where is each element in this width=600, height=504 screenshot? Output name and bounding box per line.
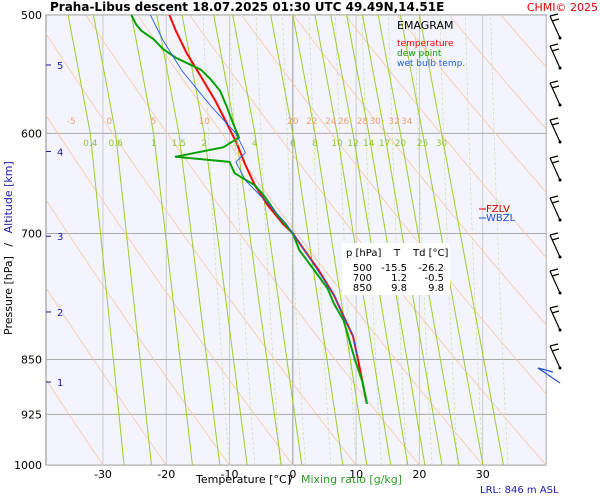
mixing-ratio-label: 14 xyxy=(363,139,375,149)
x-tick-label: 30 xyxy=(476,468,490,481)
wind-barb-flag xyxy=(552,19,559,21)
wind-barb-dot xyxy=(559,367,562,370)
mixing-ratio-label: 1.5 xyxy=(172,139,186,149)
wind-barb-flag xyxy=(552,311,559,313)
wind-barb-flag xyxy=(550,233,558,235)
y-tick-label: 700 xyxy=(21,227,42,240)
svg-text:Pressure [hPa] / A: Pressure [hPa] / Altitude [km] xyxy=(2,161,15,335)
copyright-text: CHMI© 2025 xyxy=(527,1,598,14)
wind-barb-flag xyxy=(552,49,559,51)
x-tick-label: -30 xyxy=(94,468,112,481)
mixing-ratio-label: 20 xyxy=(395,139,407,149)
y-tick-label: 850 xyxy=(21,353,42,366)
altitude-tick-label: 4 xyxy=(57,148,63,159)
dry-adiabat-line xyxy=(553,15,600,465)
isotherm-label: 0 xyxy=(106,117,112,127)
y-tick-label: 1000 xyxy=(14,459,42,472)
wind-barb-flag xyxy=(550,14,558,16)
y-tick-label: 925 xyxy=(21,408,42,421)
wind-barb-flag xyxy=(552,238,559,240)
wind-barb-flag xyxy=(552,161,559,163)
table-header-td: Td [°C] xyxy=(412,248,449,259)
mixing-ratio-label: 0.4 xyxy=(83,139,98,149)
wind-barb-flag xyxy=(550,269,558,271)
altitude-tick-label: 2 xyxy=(57,308,63,319)
wind-barb-flag xyxy=(552,274,559,276)
isotherm-label: 10 xyxy=(199,117,211,127)
wind-barb-dot xyxy=(559,141,562,144)
isotherm-label: 32 xyxy=(388,117,399,127)
wind-barb-flag xyxy=(550,306,558,308)
x-axis-label-temperature: Temperature [°C] xyxy=(195,473,291,486)
altitude-tick-label: 3 xyxy=(57,232,63,243)
isotherm-label: 34 xyxy=(401,117,413,127)
mixing-ratio-label: 8 xyxy=(312,139,318,149)
isotherm-label: -5 xyxy=(67,117,76,127)
mixing-ratio-label: 25 xyxy=(417,139,428,149)
y-axis-label-pressure: Pressure [hPa] xyxy=(2,256,15,335)
wind-barb-flag xyxy=(550,196,558,198)
mixing-ratio-label: 12 xyxy=(347,139,358,149)
mixing-ratio-label: 0.6 xyxy=(108,139,123,149)
isotherm-label: 5 xyxy=(151,117,157,127)
mixing-ratio-label: 2 xyxy=(201,139,207,149)
wbzl-label: WBZL xyxy=(486,213,516,224)
table-header-p: p [hPa] xyxy=(346,248,381,259)
table-cell: 9.8 xyxy=(428,283,444,294)
wind-barb-dot xyxy=(559,219,562,222)
mixing-ratio-label: 10 xyxy=(331,139,343,149)
isotherm-label: 26 xyxy=(338,117,350,127)
table-header-t: T xyxy=(393,248,401,259)
x-axis-label-mixing: Mixing ratio [g/kg] xyxy=(301,473,402,486)
wind-barb-flag xyxy=(552,123,559,125)
wind-barb-flag xyxy=(550,118,558,120)
wind-barb-dot xyxy=(559,104,562,107)
altitude-tick-label: 1 xyxy=(57,378,63,389)
y-tick-label: 600 xyxy=(21,127,42,140)
x-tick-label: 20 xyxy=(412,468,426,481)
wind-barb-flag xyxy=(552,86,559,88)
wind-barb-flag xyxy=(552,201,559,203)
wind-barb-flag xyxy=(550,156,558,158)
lrl-footer: LRL: 846 m ASL xyxy=(480,485,559,496)
mixing-ratio-label: 1 xyxy=(151,139,157,149)
mixing-ratio-label: 17 xyxy=(379,139,390,149)
table-cell: 850 xyxy=(353,283,372,294)
x-tick-label: -20 xyxy=(157,468,175,481)
legend-item-temperature: temperature xyxy=(397,39,454,49)
y-axis-title: Pressure [hPa] / Altitude [km] xyxy=(2,161,15,335)
wind-barb-flag xyxy=(550,344,558,346)
y-axis-label-altitude: Altitude [km] xyxy=(2,161,15,233)
isotherm-label: 24 xyxy=(325,117,337,127)
wind-barb-dot xyxy=(559,256,562,259)
x-axis-separator: / xyxy=(289,473,293,486)
wind-barb-dot xyxy=(559,329,562,332)
isotherm-label: 28 xyxy=(357,117,369,127)
wind-barb-flag xyxy=(550,44,558,46)
y-tick-label: 500 xyxy=(21,9,42,22)
y-axis-separator: / xyxy=(2,243,15,247)
wind-barb-dot xyxy=(559,292,562,295)
wind-barb-dot xyxy=(559,67,562,70)
mixing-ratio-label: 4 xyxy=(252,139,258,149)
table-cell: 9.8 xyxy=(391,283,407,294)
legend-item-wet-bulb: wet bulb temp. xyxy=(397,59,465,69)
legend-item-dew-point: dew point xyxy=(397,49,442,59)
mixing-ratio-label: 3 xyxy=(233,139,239,149)
mixing-ratio-label: 30 xyxy=(436,139,448,149)
wind-barb-dot xyxy=(559,37,562,40)
wind-barb-flag xyxy=(550,81,558,83)
isotherm-label: 30 xyxy=(369,117,381,127)
altitude-tick-label: 5 xyxy=(57,61,63,72)
sounding-data-table: p [hPa] T Td [°C] 500 -15.5 -26.2 700 1.… xyxy=(342,243,450,295)
mixing-ratio-label: 6 xyxy=(290,139,296,149)
isotherm-label: 22 xyxy=(306,117,317,127)
x-axis-title: Temperature [°C] / Mixing ratio [g/kg] xyxy=(195,473,402,486)
legend-title: EMAGRAM xyxy=(397,19,454,32)
chart-header-title: Praha-Libus descent 18.07.2025 01:30 UTC… xyxy=(50,0,444,14)
isotherm-label: 20 xyxy=(287,117,299,127)
wind-barb-flag xyxy=(552,349,559,351)
wind-barb-dot xyxy=(559,179,562,182)
